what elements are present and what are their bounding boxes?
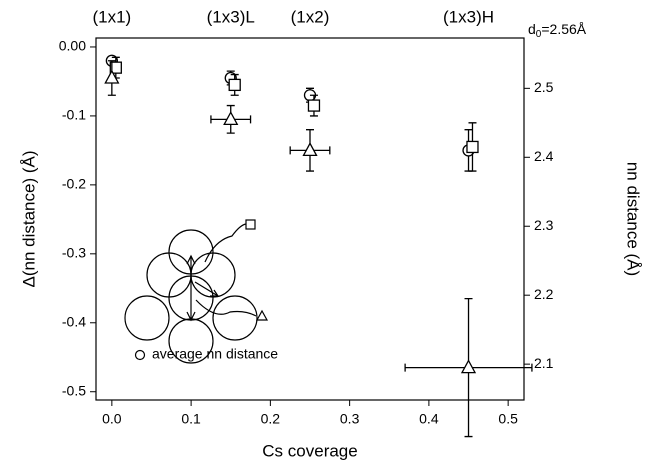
- phase-label: (1x3)L: [207, 7, 255, 26]
- y-tick-label: -0.5: [62, 382, 86, 398]
- phase-label: (1x1): [92, 7, 131, 26]
- y2-tick-label: 2.2: [534, 286, 554, 302]
- x-tick-label: 0.5: [498, 411, 518, 427]
- phase-label: (1x3)H: [443, 7, 494, 26]
- marker: [104, 69, 120, 84]
- x-tick-label: 0.3: [340, 411, 360, 427]
- y2-tick-label: 2.4: [534, 148, 554, 164]
- marker: [466, 140, 479, 154]
- y-axis-label: Δ(nn distance) (Å): [19, 150, 38, 287]
- d0-rest: =2.56Å: [541, 21, 586, 37]
- y-tick-label: -0.4: [62, 313, 86, 329]
- marker: [228, 78, 241, 92]
- x-tick-label: 0.4: [419, 411, 439, 427]
- marker: [223, 110, 239, 126]
- d0-main: d: [528, 21, 536, 37]
- marker: [109, 61, 122, 74]
- y-tick-label: -0.3: [62, 245, 86, 261]
- inset-diagram: [124, 219, 269, 364]
- y2-axis-label: nn distance (Å): [624, 162, 643, 276]
- d0-annotation: d0=2.56Å: [528, 21, 587, 40]
- x-tick-label: 0.1: [181, 411, 201, 427]
- y-tick-label: -0.2: [62, 176, 86, 192]
- y2-tick-label: 2.5: [534, 79, 554, 95]
- d0-sub: 0: [536, 29, 542, 40]
- marker: [302, 142, 318, 157]
- x-axis-label: Cs coverage: [262, 441, 357, 460]
- x-tick-label: 0.0: [102, 411, 122, 427]
- marker: [460, 359, 477, 374]
- x-tick-label: 0.2: [261, 411, 281, 427]
- phase-label: (1x2): [291, 7, 330, 26]
- plot-frame: [95, 37, 525, 401]
- y2-tick-label: 2.3: [534, 217, 554, 233]
- marker: [307, 99, 321, 112]
- y2-tick-label: 2.1: [534, 355, 554, 371]
- y-tick-label: 0.00: [59, 38, 86, 54]
- y-tick-label: -0.1: [62, 107, 86, 123]
- legend-label: average nn distance: [152, 346, 278, 362]
